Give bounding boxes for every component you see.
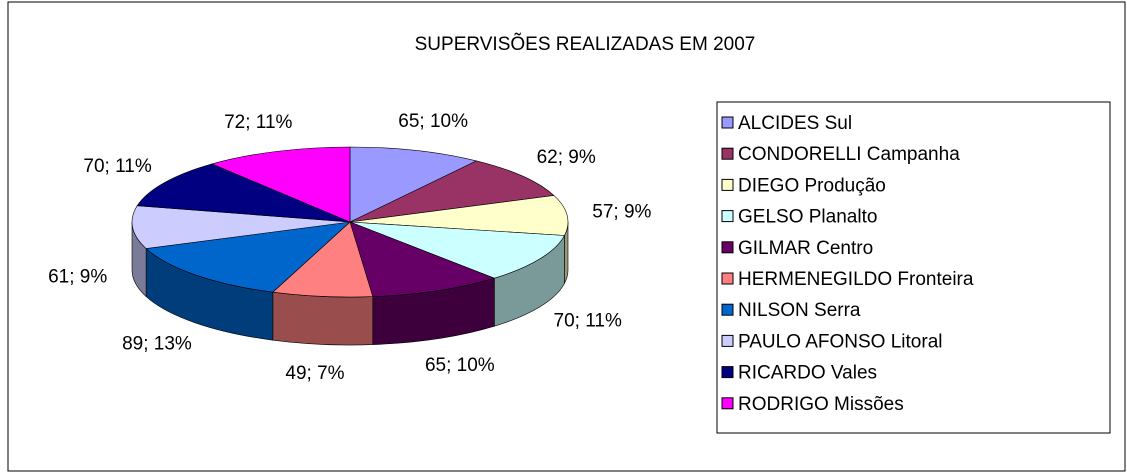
legend-label: HERMENEGILDO Fronteira [738, 269, 974, 290]
legend-label: RODRIGO Missões [738, 394, 904, 415]
legend-label: RICARDO Vales [738, 363, 877, 384]
data-label: 57; 9% [592, 202, 651, 223]
data-label: 65; 10% [425, 355, 495, 376]
data-label: 62; 9% [537, 147, 596, 168]
data-label: 61; 9% [48, 267, 107, 288]
pie-slice [131, 205, 351, 249]
legend-swatch [721, 178, 734, 191]
data-label: 70; 11% [83, 156, 151, 177]
pie-slice [349, 221, 565, 279]
legend-box [716, 101, 1111, 434]
legend-swatch [721, 366, 734, 379]
data-label: 65; 10% [398, 111, 468, 132]
pie-slice [349, 146, 478, 223]
data-label: 89; 13% [122, 333, 192, 354]
pie-slice [349, 160, 555, 223]
pie-slice [349, 195, 569, 236]
legend-label: GELSO Planalto [738, 207, 877, 228]
pie-slice [145, 221, 351, 293]
pie-slice [136, 163, 351, 223]
data-label: 72; 11% [224, 112, 292, 133]
pie-side [272, 291, 374, 346]
legend-label: NILSON Serra [738, 300, 861, 321]
legend-label: PAULO AFONSO Litoral [738, 331, 943, 352]
legend-label: GILMAR Centro [738, 238, 873, 259]
chart-title: SUPERVISÕES REALIZADAS EM 2007 [415, 33, 756, 55]
legend-swatch [721, 303, 734, 316]
legend-label: CONDORELLI Campanha [738, 144, 960, 165]
pie-slice [349, 221, 496, 297]
legend-swatch [721, 116, 734, 129]
data-label: 49; 7% [285, 363, 344, 384]
pie-slice [211, 146, 351, 223]
legend-swatch [721, 334, 734, 347]
legend-swatch [721, 397, 734, 410]
pie-slice [272, 221, 374, 298]
data-label: 70; 11% [554, 311, 622, 332]
legend-swatch [721, 210, 734, 223]
legend-swatch [721, 147, 734, 160]
legend-swatch [721, 241, 734, 254]
legend-label: DIEGO Produção [738, 175, 886, 196]
legend-label: ALCIDES Sul [738, 113, 852, 134]
legend-swatch [721, 272, 734, 285]
